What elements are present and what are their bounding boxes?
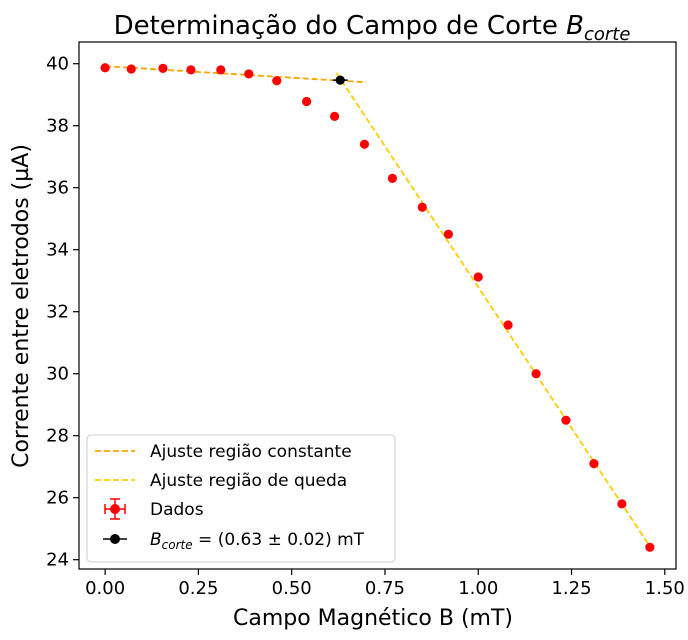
y-tick-label: 36 <box>46 178 69 199</box>
y-axis-ticks: 24 26 28 30 32 34 36 38 40 <box>46 54 79 571</box>
x-tick-label: 0.25 <box>178 578 218 599</box>
x-axis-ticks: 0.00 0.25 0.50 0.75 1.00 1.25 1.50 <box>85 569 685 599</box>
data-point <box>126 64 136 74</box>
data-point <box>589 459 599 469</box>
x-tick-label: 0.50 <box>272 578 312 599</box>
chart-title: Determinação do Campo de Corte Bcorte <box>114 11 631 45</box>
legend-label-cutoff: Bcorte = (0.63 ± 0.02) mT <box>150 530 365 552</box>
data-point <box>272 76 282 86</box>
x-tick-label: 1.00 <box>458 578 498 599</box>
legend: Ajuste região constante Ajuste região de… <box>86 434 396 563</box>
legend-label-constant-fit: Ajuste região constante <box>150 442 352 462</box>
legend-box <box>86 434 396 563</box>
data-point <box>186 65 196 75</box>
data-point <box>561 415 571 425</box>
data-point <box>359 139 370 149</box>
legend-label-data: Dados <box>150 500 204 520</box>
data-point <box>100 63 110 73</box>
y-tick-label: 26 <box>46 488 69 509</box>
legend-handle-cutoff <box>103 534 127 544</box>
fit-line-drop <box>335 72 655 553</box>
data-point <box>329 111 340 121</box>
y-tick-label: 38 <box>46 116 69 137</box>
data-point <box>443 229 453 239</box>
data-point <box>503 320 513 330</box>
data-point <box>645 542 655 552</box>
plot-area-frame <box>78 41 677 570</box>
data-point <box>158 63 168 73</box>
y-tick-label: 32 <box>46 302 69 323</box>
cutoff-point-group <box>332 75 348 85</box>
fit-line-constant <box>105 65 367 84</box>
legend-label-drop-fit: Ajuste região de queda <box>150 471 347 491</box>
x-axis-label: Campo Magnético B (mT) <box>233 606 513 631</box>
data-point <box>387 173 398 183</box>
fit-lines <box>105 65 655 553</box>
y-tick-label: 24 <box>46 550 69 571</box>
cutoff-point <box>335 75 345 85</box>
data-point <box>473 272 483 282</box>
data-point <box>531 369 541 379</box>
data-point <box>244 69 254 79</box>
legend-handle-data <box>104 498 126 520</box>
y-axis-label: Corrente entre eletrodos (µA) <box>9 144 34 468</box>
data-point <box>617 499 627 509</box>
y-tick-label: 40 <box>46 54 69 75</box>
x-tick-label: 1.25 <box>551 578 591 599</box>
y-tick-label: 28 <box>46 426 69 447</box>
data-point <box>216 65 226 75</box>
data-point <box>417 202 427 212</box>
x-tick-label: 1.50 <box>645 578 685 599</box>
x-tick-label: 0.75 <box>365 578 405 599</box>
y-tick-label: 30 <box>46 364 69 385</box>
data-points <box>100 63 655 552</box>
data-point <box>302 96 312 107</box>
x-tick-label: 0.00 <box>85 578 125 599</box>
y-tick-label: 34 <box>46 240 69 261</box>
